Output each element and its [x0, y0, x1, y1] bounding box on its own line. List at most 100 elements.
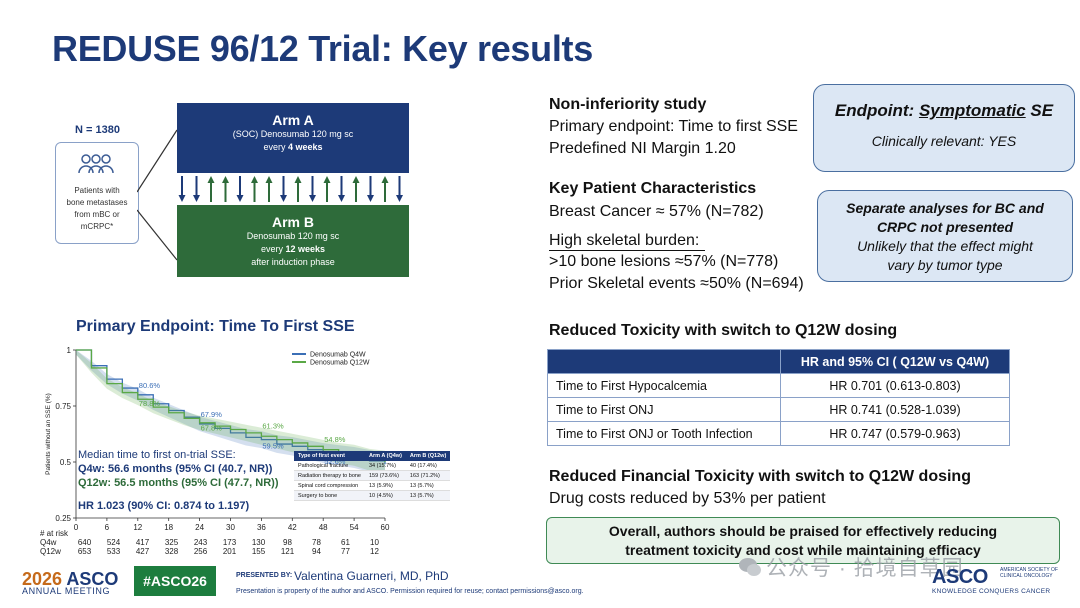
at-risk-value: 94	[312, 547, 321, 556]
km-chart: 0.250.50.75106121824303642485460Time fro…	[45, 346, 390, 530]
survival-annotation: 78.8%	[139, 399, 161, 408]
up-arrow-head	[207, 176, 215, 183]
table-header: Type of first event	[294, 451, 365, 461]
table-cell: 13 (5.9%)	[365, 480, 406, 491]
table-cell: Time to First ONJ	[547, 397, 781, 422]
survival-annotation: 67.8%	[201, 424, 223, 433]
patients-line: from mBC or	[74, 210, 120, 219]
separate-line: vary by tumor type	[887, 257, 1003, 273]
prior-events-text: Prior Skeletal events ≈50% (N=694)	[549, 275, 804, 292]
at-risk-value: 640	[77, 538, 92, 547]
table-cell: Spinal cord compression	[294, 480, 365, 491]
up-arrow-head	[323, 176, 331, 183]
table-cell: HR 0.741 (0.528-1.039)	[780, 397, 1010, 422]
at-risk-value: 524	[106, 538, 121, 547]
ni-margin-text: Predefined NI Margin 1.20	[549, 140, 736, 157]
table-row: Time to First ONJ HR 0.741 (0.528-1.039)	[547, 397, 1010, 422]
arm-b-schedule: every 12 weeks	[260, 244, 326, 254]
breast-cancer-text: Breast Cancer ≈ 57% (N=782)	[549, 203, 764, 220]
at-risk-value: 533	[106, 547, 121, 556]
table-row: Surgery to bone 10 (4.5%) 13 (5.7%)	[294, 490, 451, 501]
presenter-name: Valentina Guarneri, MD, PhD	[294, 569, 449, 583]
asco-full-name: AMERICAN SOCIETY OF CLINICAL ONCOLOGY	[1000, 567, 1058, 579]
at-risk-value: 121	[280, 547, 295, 556]
x-tick-label: 54	[350, 523, 359, 530]
km-series-line	[76, 349, 386, 462]
ni-study-heading: Non-inferiority study	[549, 96, 707, 113]
toxicity-table: HR and 95% CI ( Q12W vs Q4W) Time to Fir…	[547, 349, 1010, 446]
at-risk-value: 201	[222, 547, 237, 556]
x-tick-label: 12	[133, 523, 142, 530]
at-risk-value: 325	[164, 538, 179, 547]
toxicity-heading: Reduced Toxicity with switch to Q12W dos…	[549, 322, 898, 339]
table-cell: 10 (4.5%)	[365, 490, 406, 501]
at-risk-value: 243	[193, 538, 208, 547]
q4w-median: Q4w: 56.6 months (95% CI (40.7, NR))	[78, 463, 273, 475]
at-risk-value: 61	[341, 538, 350, 547]
sample-size-label: N = 1380	[75, 124, 120, 136]
at-risk-value: 78	[312, 538, 321, 547]
at-risk-arm: Q4w	[40, 538, 57, 547]
table-cell: 13 (5.7%)	[405, 480, 451, 491]
survival-annotation: 80.6%	[139, 381, 161, 390]
table-cell: Time to First Hypocalcemia	[547, 373, 781, 398]
randomization-connector	[137, 129, 178, 261]
up-arrow-head	[381, 176, 389, 183]
asco-meeting-logo: 2026 ASCO	[22, 569, 119, 589]
table-row: Time to First Hypocalcemia HR 0.701 (0.6…	[547, 373, 1010, 398]
at-risk-value: 77	[341, 547, 350, 556]
x-tick-label: 24	[195, 523, 204, 530]
patients-box: Patients with bone metastases from mBC o…	[55, 142, 139, 244]
x-tick-label: 0	[74, 523, 79, 530]
first-event-table: Type of first event Arm A (Q4w) Arm B (Q…	[294, 451, 451, 501]
down-arrow-head	[396, 195, 403, 202]
patients-description: Patients with bone metastases from mBC o…	[58, 185, 136, 233]
table-cell: HR 0.747 (0.579-0.963)	[780, 421, 1010, 446]
down-arrow-head	[280, 195, 287, 202]
at-risk-row: Q4w 640 524 417 325 243 173 130 98 78 61 10	[40, 538, 389, 547]
conclusion-line: treatment toxicity and cost while mainta…	[625, 542, 981, 558]
down-arrow-head	[367, 195, 374, 202]
at-risk-value: 155	[251, 547, 266, 556]
median-summary: Median time to first on-trial SSE: Q4w: …	[78, 448, 279, 490]
hashtag-badge: #ASCO26	[134, 566, 216, 596]
y-tick-label: 0.5	[60, 458, 72, 467]
x-tick-label: 42	[288, 523, 297, 530]
primary-endpoint-text: Primary endpoint: Time to first SSE	[549, 118, 798, 135]
arm-b-dose: Denosumab 120 mg sc	[246, 231, 340, 241]
x-tick-label: 48	[319, 523, 328, 530]
survival-annotation: 59.5%	[262, 442, 284, 451]
down-arrow-head	[193, 195, 200, 202]
x-tick-label: 36	[257, 523, 266, 530]
median-title: Median time to first on-trial SSE:	[78, 449, 236, 461]
up-arrow-head	[222, 176, 229, 183]
table-cell: Time to First ONJ or Tooth Infection	[547, 421, 781, 446]
asco-logo: ASCO	[932, 566, 988, 588]
arm-b-title: Arm B	[271, 214, 314, 230]
at-risk-value: 10	[370, 538, 379, 547]
conclusion-line: Overall, authors should be praised for e…	[608, 523, 998, 539]
table-cell: Pathological fracture	[294, 461, 365, 471]
table-cell: Radiation therapy to bone	[294, 470, 365, 481]
separate-line: CRPC not presented	[876, 219, 1014, 235]
separate-line: Separate analyses for BC and	[846, 200, 1044, 216]
legend-label: Denosumab Q12W	[310, 360, 370, 367]
up-arrow-head	[352, 176, 360, 183]
at-risk-value: 328	[164, 547, 179, 556]
patients-line: bone metastases	[66, 198, 128, 207]
down-arrow-head	[178, 195, 186, 202]
table-row: Spinal cord compression 13 (5.9%) 13 (5.…	[294, 480, 451, 491]
up-arrow-head	[265, 176, 273, 183]
y-axis-label: Patients without an SSE (%)	[45, 393, 52, 475]
people-icon	[78, 154, 114, 174]
table-cell: 13 (5.7%)	[405, 490, 451, 501]
down-arrow-head	[309, 195, 316, 202]
bone-lesions-text: >10 bone lesions ≈57% (N=778)	[549, 253, 779, 270]
arm-a-schedule: every 4 weeks	[263, 142, 323, 152]
table-header-row: HR and 95% CI ( Q12W vs Q4W)	[547, 349, 1010, 374]
at-risk-value: 653	[77, 547, 92, 556]
transition-arrows	[178, 176, 403, 202]
arm-a-title: Arm A	[272, 112, 314, 128]
y-tick-label: 0.75	[55, 402, 71, 411]
table-cell: 40 (17.4%)	[405, 461, 451, 471]
